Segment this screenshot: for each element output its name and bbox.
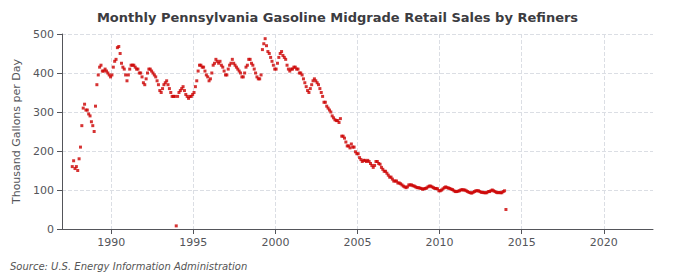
- svg-text:1995: 1995: [179, 236, 207, 249]
- svg-text:Source: U.S. Energy Informatio: Source: U.S. Energy Information Administ…: [10, 261, 247, 272]
- svg-text:200: 200: [33, 145, 54, 158]
- svg-text:0: 0: [47, 223, 54, 236]
- svg-text:Monthly Pennsylvania Gasoline: Monthly Pennsylvania Gasoline Midgrade R…: [97, 10, 578, 25]
- svg-text:2005: 2005: [344, 236, 372, 249]
- svg-text:100: 100: [33, 184, 54, 197]
- svg-text:2015: 2015: [508, 236, 536, 249]
- svg-text:400: 400: [33, 67, 54, 80]
- svg-text:2000: 2000: [261, 236, 289, 249]
- svg-text:300: 300: [33, 106, 54, 119]
- svg-text:2020: 2020: [590, 236, 618, 249]
- svg-text:2010: 2010: [426, 236, 454, 249]
- svg-text:500: 500: [33, 28, 54, 41]
- svg-text:Thousand Gallons per Day: Thousand Gallons per Day: [10, 58, 23, 205]
- svg-text:1990: 1990: [97, 236, 125, 249]
